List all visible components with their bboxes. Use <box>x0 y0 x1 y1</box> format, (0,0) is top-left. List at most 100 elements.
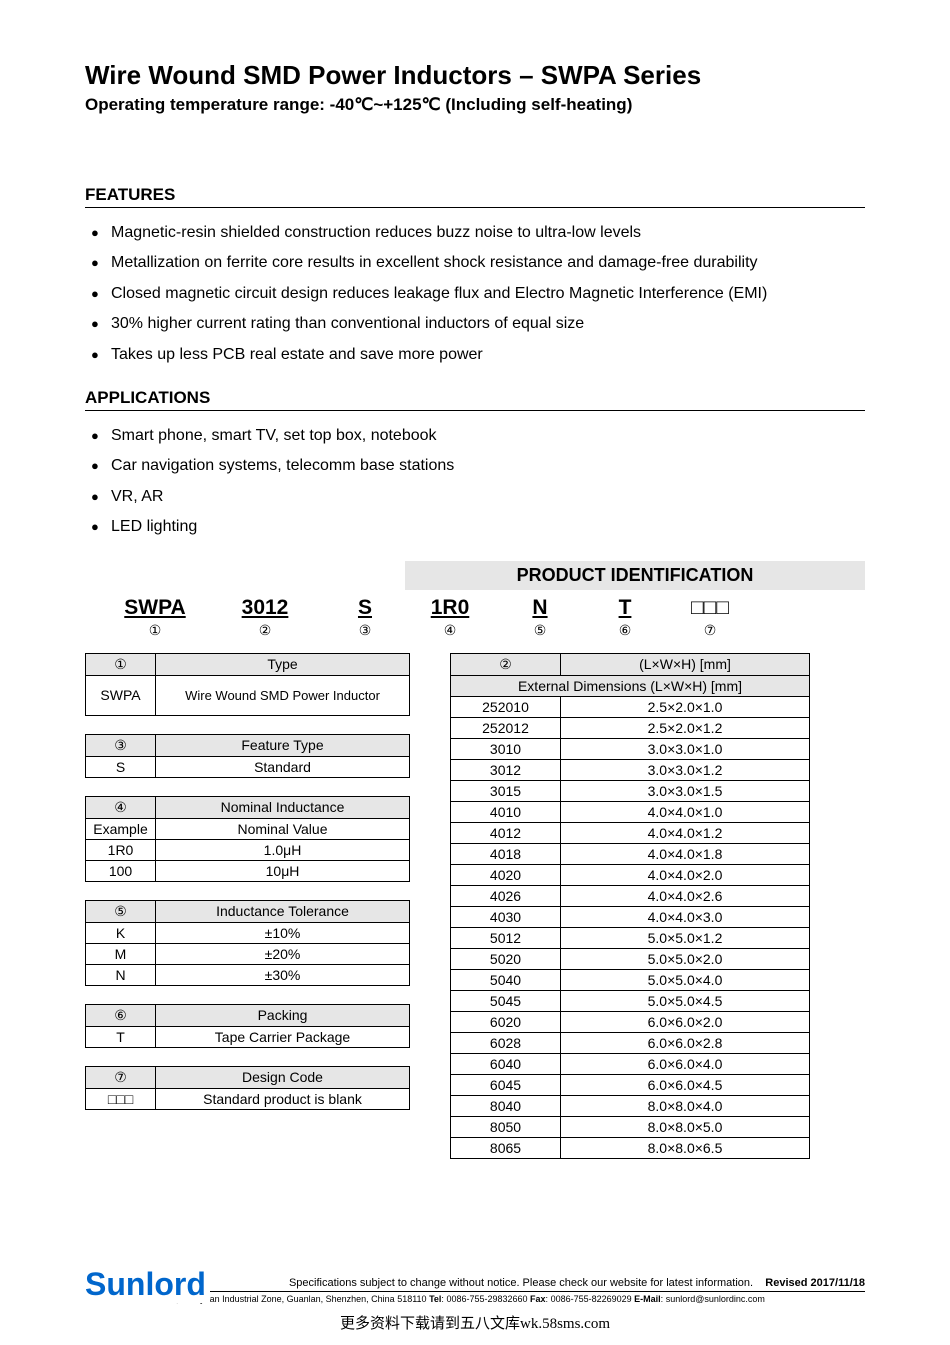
dim-value: 6.0×6.0×2.0 <box>561 1011 810 1032</box>
dim-code: 6040 <box>451 1053 561 1074</box>
dim-code: 252012 <box>451 717 561 738</box>
code-part-5: N <box>495 596 585 620</box>
dim-value: 4.0×4.0×3.0 <box>561 906 810 927</box>
tel-label: Tel <box>429 1294 441 1304</box>
table-packing: ⑥Packing TTape Carrier Package <box>85 1004 410 1048</box>
application-item: LED lighting <box>85 512 865 542</box>
dim-code: 8040 <box>451 1095 561 1116</box>
dim-code: 6028 <box>451 1032 561 1053</box>
dim-value: 5.0×5.0×1.2 <box>561 927 810 948</box>
dim-value: 6.0×6.0×4.5 <box>561 1074 810 1095</box>
dim-code: 4030 <box>451 906 561 927</box>
cell: Design Code <box>156 1066 410 1088</box>
dim-value: 6.0×6.0×2.8 <box>561 1032 810 1053</box>
feature-item: Takes up less PCB real estate and save m… <box>85 340 865 370</box>
cell: Tape Carrier Package <box>156 1026 410 1047</box>
cell: Nominal Inductance <box>156 796 410 818</box>
code-num-1: ① <box>105 622 205 639</box>
feature-item: Closed magnetic circuit design reduces l… <box>85 279 865 309</box>
cell: M <box>86 943 156 964</box>
dim-code: 8050 <box>451 1116 561 1137</box>
page-title: Wire Wound SMD Power Inductors – SWPA Se… <box>85 60 865 91</box>
table-design-code: ⑦Design Code □□□Standard product is blan… <box>85 1066 410 1110</box>
dim-value: 4.0×4.0×1.8 <box>561 843 810 864</box>
cell: ④ <box>86 796 156 818</box>
application-item: VR, AR <box>85 482 865 512</box>
email-value: sunlord@sunlordinc.com <box>666 1294 765 1304</box>
cell: 1.0μH <box>156 839 410 860</box>
dim-code: 3015 <box>451 780 561 801</box>
cell: ±30% <box>156 964 410 985</box>
code-part-7: □□□ <box>665 596 755 620</box>
dim-value: 3.0×3.0×1.0 <box>561 738 810 759</box>
cell: N <box>86 964 156 985</box>
cell: ±20% <box>156 943 410 964</box>
cell: Standard <box>156 756 410 777</box>
dim-value: 5.0×5.0×2.0 <box>561 948 810 969</box>
dim-value: 5.0×5.0×4.0 <box>561 969 810 990</box>
cell: ⑦ <box>86 1066 156 1088</box>
email-label: E-Mail <box>634 1294 661 1304</box>
code-part-3: S <box>325 596 405 620</box>
dim-value: 4.0×4.0×2.0 <box>561 864 810 885</box>
dim-code: 3010 <box>451 738 561 759</box>
code-part-4: 1R0 <box>405 596 495 620</box>
dim-value: 4.0×4.0×1.0 <box>561 801 810 822</box>
dim-code: 6020 <box>451 1011 561 1032</box>
dim-code: 5012 <box>451 927 561 948</box>
cell: (L×W×H) [mm] <box>561 653 810 675</box>
code-num-7: ⑦ <box>665 622 755 639</box>
dim-value: 8.0×8.0×5.0 <box>561 1116 810 1137</box>
dim-value: 3.0×3.0×1.5 <box>561 780 810 801</box>
features-header: FEATURES <box>85 185 865 208</box>
cell: 100 <box>86 860 156 881</box>
dim-code: 4026 <box>451 885 561 906</box>
cell: Packing <box>156 1004 410 1026</box>
product-code-row: SWPA ① 3012 ② S ③ 1R0 ④ N ⑤ T ⑥ □□□ ⑦ <box>85 596 865 639</box>
features-list: Magnetic-resin shielded construction red… <box>85 218 865 370</box>
dim-code: 6045 <box>451 1074 561 1095</box>
feature-item: Magnetic-resin shielded construction red… <box>85 218 865 248</box>
applications-header: APPLICATIONS <box>85 388 865 411</box>
application-item: Car navigation systems, telecomm base st… <box>85 451 865 481</box>
cell: ⑤ <box>86 900 156 922</box>
cell: Feature Type <box>156 734 410 756</box>
product-id-header: PRODUCT IDENTIFICATION <box>405 561 865 590</box>
dim-code: 4010 <box>451 801 561 822</box>
cell: Nominal Value <box>156 818 410 839</box>
cell: ±10% <box>156 922 410 943</box>
dim-code: 4012 <box>451 822 561 843</box>
dim-code: 3012 <box>451 759 561 780</box>
cell: K <box>86 922 156 943</box>
revised-date: Revised 2017/11/18 <box>765 1277 865 1289</box>
code-num-5: ⑤ <box>495 622 585 639</box>
cell: Inductance Tolerance <box>156 900 410 922</box>
cell: ① <box>86 653 156 675</box>
table-type: ①Type SWPAWire Wound SMD Power Inductor <box>85 653 410 716</box>
dim-value: 4.0×4.0×2.6 <box>561 885 810 906</box>
cell: T <box>86 1026 156 1047</box>
dim-value: 4.0×4.0×1.2 <box>561 822 810 843</box>
code-num-2: ② <box>205 622 325 639</box>
cell: External Dimensions (L×W×H) [mm] <box>451 675 810 696</box>
dim-value: 5.0×5.0×4.5 <box>561 990 810 1011</box>
table-dimensions: ② (L×W×H) [mm] External Dimensions (L×W×… <box>450 653 810 1159</box>
dim-value: 3.0×3.0×1.2 <box>561 759 810 780</box>
code-num-4: ④ <box>405 622 495 639</box>
dim-code: 8065 <box>451 1137 561 1158</box>
cell: 10μH <box>156 860 410 881</box>
cell: ⑥ <box>86 1004 156 1026</box>
dim-value: 6.0×6.0×4.0 <box>561 1053 810 1074</box>
dim-code: 4020 <box>451 864 561 885</box>
dim-code: 5040 <box>451 969 561 990</box>
cell: SWPA <box>86 675 156 715</box>
tel-value: 0086-755-29832660 <box>446 1294 527 1304</box>
disclaimer-text: Specifications subject to change without… <box>289 1277 753 1289</box>
dim-code: 5020 <box>451 948 561 969</box>
fax-value: 0086-755-82269029 <box>551 1294 632 1304</box>
dim-code: 4018 <box>451 843 561 864</box>
cell: ③ <box>86 734 156 756</box>
page-footer: Specifications subject to change without… <box>85 1291 865 1305</box>
cell: Standard product is blank <box>156 1088 410 1109</box>
dim-code: 252010 <box>451 696 561 717</box>
